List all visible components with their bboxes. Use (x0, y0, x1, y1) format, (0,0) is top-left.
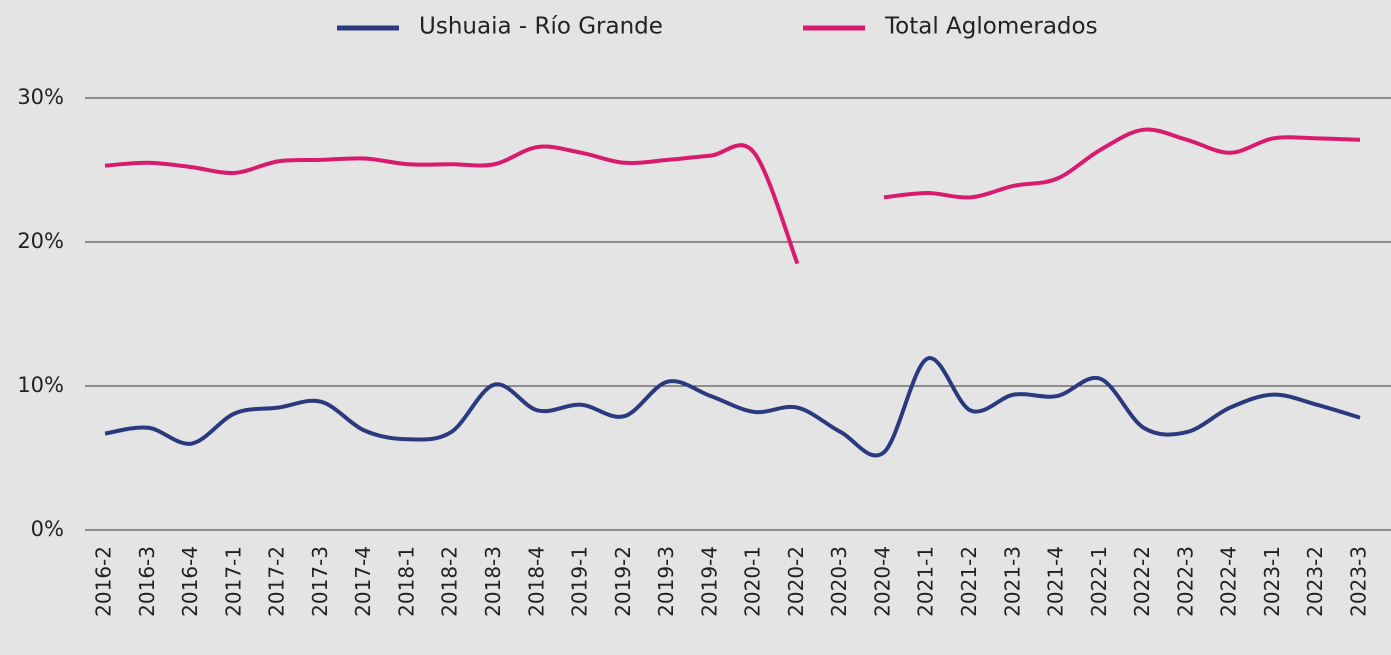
x-tick-label: 2021-2 (957, 546, 981, 617)
x-tick-label: 2021-3 (1000, 546, 1024, 617)
x-tick-label: 2017-4 (351, 546, 375, 617)
x-tick-label: 2019-3 (654, 546, 678, 617)
x-tick-label: 2018-1 (394, 546, 418, 617)
x-tick-label: 2022-4 (1217, 546, 1241, 617)
x-tick-label: 2019-1 (568, 546, 592, 617)
x-tick-label: 2018-3 (481, 546, 505, 617)
x-tick-label: 2020-4 (870, 546, 894, 617)
x-tick-label: 2016-3 (135, 546, 159, 617)
x-tick-label: 2023-3 (1347, 546, 1371, 617)
x-tick-label: 2017-1 (221, 546, 245, 617)
x-tick-label: 2022-2 (1130, 546, 1154, 617)
x-tick-label: 2018-2 (438, 546, 462, 617)
x-tick-label: 2023-2 (1303, 546, 1327, 617)
legend-label: Ushuaia - Río Grande (419, 14, 663, 40)
x-tick-label: 2019-4 (697, 546, 721, 617)
x-tick-label: 2020-1 (741, 546, 765, 617)
y-tick-label: 10% (17, 373, 64, 397)
y-tick-label: 0% (31, 517, 64, 541)
x-tick-label: 2020-3 (827, 546, 851, 617)
x-tick-label: 2017-2 (265, 546, 289, 617)
x-tick-label: 2019-2 (611, 546, 635, 617)
x-tick-label: 2020-2 (784, 546, 808, 617)
x-tick-label: 2016-2 (92, 546, 116, 617)
x-tick-label: 2023-1 (1260, 546, 1284, 617)
y-tick-label: 20% (17, 229, 64, 253)
x-tick-label: 2018-4 (524, 546, 548, 617)
x-tick-label: 2021-1 (914, 546, 938, 617)
x-tick-label: 2022-1 (1087, 546, 1111, 617)
data-line (104, 127, 1361, 265)
x-tick-label: 2021-4 (1044, 546, 1068, 617)
x-tick-label: 2017-3 (308, 546, 332, 617)
x-tick-label: 2016-4 (178, 546, 202, 617)
y-tick-label: 30% (17, 85, 64, 109)
x-tick-label: 2022-3 (1173, 546, 1197, 617)
data-line (104, 356, 1361, 458)
legend-label: Total Aglomerados (884, 14, 1098, 40)
